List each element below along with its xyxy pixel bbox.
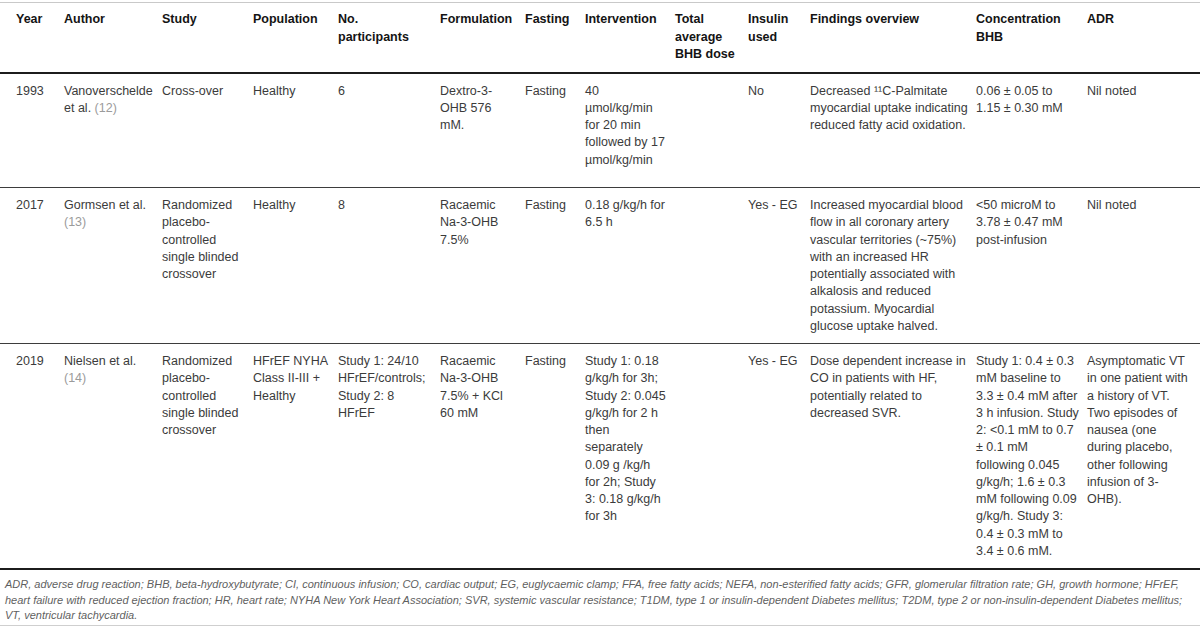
cell-fasting: Fasting	[525, 73, 585, 188]
column-header-adr: ADR	[1087, 3, 1200, 73]
cell-formulation: Racaemic Na-3-OHB 7.5%	[440, 188, 525, 344]
column-header-insulin-used: Insulin used	[748, 3, 810, 73]
column-header-study: Study	[162, 3, 253, 73]
citation-link[interactable]: (14)	[64, 371, 86, 385]
cell-findings: Increased myocardial blood flow in all c…	[810, 188, 976, 344]
cell-population: HFrEF NYHA Class II-III + Healthy	[253, 344, 338, 570]
cell-intervention: 0.18 g/kg/h for 6.5 h	[585, 188, 675, 344]
cell-total-average-bhb-dose	[675, 188, 748, 344]
cell-total-average-bhb-dose	[675, 73, 748, 188]
table-row-2017: 2017 Gormsen et al. (13) Randomized plac…	[0, 188, 1200, 344]
cell-participants: 8	[338, 188, 440, 344]
cell-study: Randomized placebo-controlled single bli…	[162, 188, 253, 344]
abbreviations-note: ADR, adverse drug reaction; BHB, beta-hy…	[5, 577, 1190, 624]
column-header-intervention: Intervention	[585, 3, 675, 73]
column-header-author: Author	[64, 3, 162, 73]
cell-study: Randomized placebo-controlled single bli…	[162, 344, 253, 570]
author-name: Nielsen et al.	[64, 354, 136, 368]
cell-concentration-bhb: <50 microM to 3.78 ± 0.47 mM post-infusi…	[976, 188, 1087, 344]
cell-intervention: 40 µmol/kg/min for 20 min followed by 17…	[585, 73, 675, 188]
table-row-2019: 2019 Nielsen et al. (14) Randomized plac…	[0, 344, 1200, 570]
citation-link[interactable]: (12)	[95, 101, 117, 115]
cell-insulin-used: Yes - EG	[748, 344, 810, 570]
cell-year: 1993	[0, 73, 64, 188]
column-header-population: Population	[253, 3, 338, 73]
cell-formulation: Racaemic Na-3-OHB 7.5% + KCl 60 mM	[440, 344, 525, 570]
column-header-concentration-bhb: Concentration BHB	[976, 3, 1087, 73]
cell-adr: Asymptomatic VT in one patient with a hi…	[1087, 344, 1200, 570]
cell-findings: Decreased ¹¹C-Palmitate myocardial uptak…	[810, 73, 976, 188]
cell-insulin-used: Yes - EG	[748, 188, 810, 344]
cell-author: Gormsen et al. (13)	[64, 188, 162, 344]
cell-insulin-used: No	[748, 73, 810, 188]
cell-formulation: Dextro-3-OHB 576 mM.	[440, 73, 525, 188]
column-header-year: Year	[0, 3, 64, 73]
cell-adr: Nil noted	[1087, 188, 1200, 344]
cell-fasting: Fasting	[525, 344, 585, 570]
header-row: Year Author Study Population No. partici…	[0, 3, 1200, 73]
column-header-fasting: Fasting	[525, 3, 585, 73]
cell-findings: Dose dependent increase in CO in patient…	[810, 344, 976, 570]
cell-total-average-bhb-dose	[675, 344, 748, 570]
studies-table: Year Author Study Population No. partici…	[0, 2, 1200, 570]
citation-link[interactable]: (13)	[64, 215, 86, 229]
cell-concentration-bhb: Study 1: 0.4 ± 0.3 mM baseline to 3.3 ± …	[976, 344, 1087, 570]
cell-concentration-bhb: 0.06 ± 0.05 to 1.15 ± 0.30 mM	[976, 73, 1087, 188]
table-footnotes: ADR, adverse drug reaction; BHB, beta-hy…	[0, 570, 1200, 627]
cell-participants: 6	[338, 73, 440, 188]
cell-intervention: Study 1: 0.18 g/kg/h for 3h; Study 2: 0.…	[585, 344, 675, 570]
cell-study: Cross-over	[162, 73, 253, 188]
cell-author: Nielsen et al. (14)	[64, 344, 162, 570]
column-header-total-average-bhb-dose: Total average BHB dose	[675, 3, 748, 73]
cell-year: 2017	[0, 188, 64, 344]
cell-adr: Nil noted	[1087, 73, 1200, 188]
column-header-findings-overview: Findings overview	[810, 3, 976, 73]
table-row-1993: 1993 Vanoverschelde et al. (12) Cross-ov…	[0, 73, 1200, 188]
cell-year: 2019	[0, 344, 64, 570]
bottom-divider	[0, 625, 1200, 626]
column-header-formulation: Formulation	[440, 3, 525, 73]
cell-fasting: Fasting	[525, 188, 585, 344]
cell-population: Healthy	[253, 73, 338, 188]
column-header-participants: No. participants	[338, 3, 440, 73]
cell-population: Healthy	[253, 188, 338, 344]
cell-author: Vanoverschelde et al. (12)	[64, 73, 162, 188]
paper-table-page: Year Author Study Population No. partici…	[0, 0, 1200, 627]
cell-participants: Study 1: 24/10 HFrEF/controls; Study 2: …	[338, 344, 440, 570]
author-name: Gormsen et al.	[64, 198, 146, 212]
